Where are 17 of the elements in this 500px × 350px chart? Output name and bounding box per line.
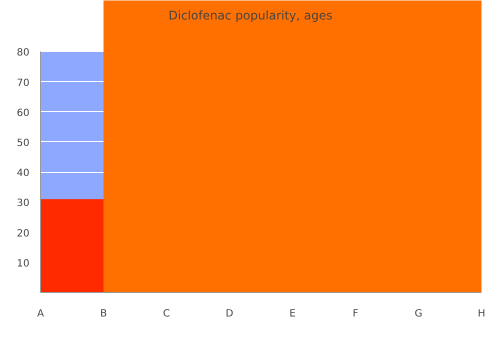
x-tick-label: C: [163, 308, 170, 320]
y-tick-label: 80: [16, 48, 30, 59]
x-tick-label: F: [352, 308, 359, 320]
y-tick-label: 60: [16, 108, 30, 119]
y-tick-label: 40: [16, 168, 30, 180]
y-tick-label: 10: [16, 258, 30, 270]
text: Diclofenac popularity, ages: [168, 8, 333, 22]
x-tick-label: E: [289, 308, 296, 320]
y-tick-label: 20: [16, 228, 30, 240]
x-tick-label: A: [37, 308, 44, 320]
x-tick-label: B: [100, 308, 108, 320]
x-tick-label: H: [478, 308, 486, 320]
y-tick-label: 50: [16, 138, 30, 149]
y-tick-label: 30: [16, 198, 30, 210]
y-tick-label: 70: [16, 78, 30, 89]
x-tick-label: D: [226, 308, 234, 320]
x-tick-label: G: [414, 308, 422, 320]
